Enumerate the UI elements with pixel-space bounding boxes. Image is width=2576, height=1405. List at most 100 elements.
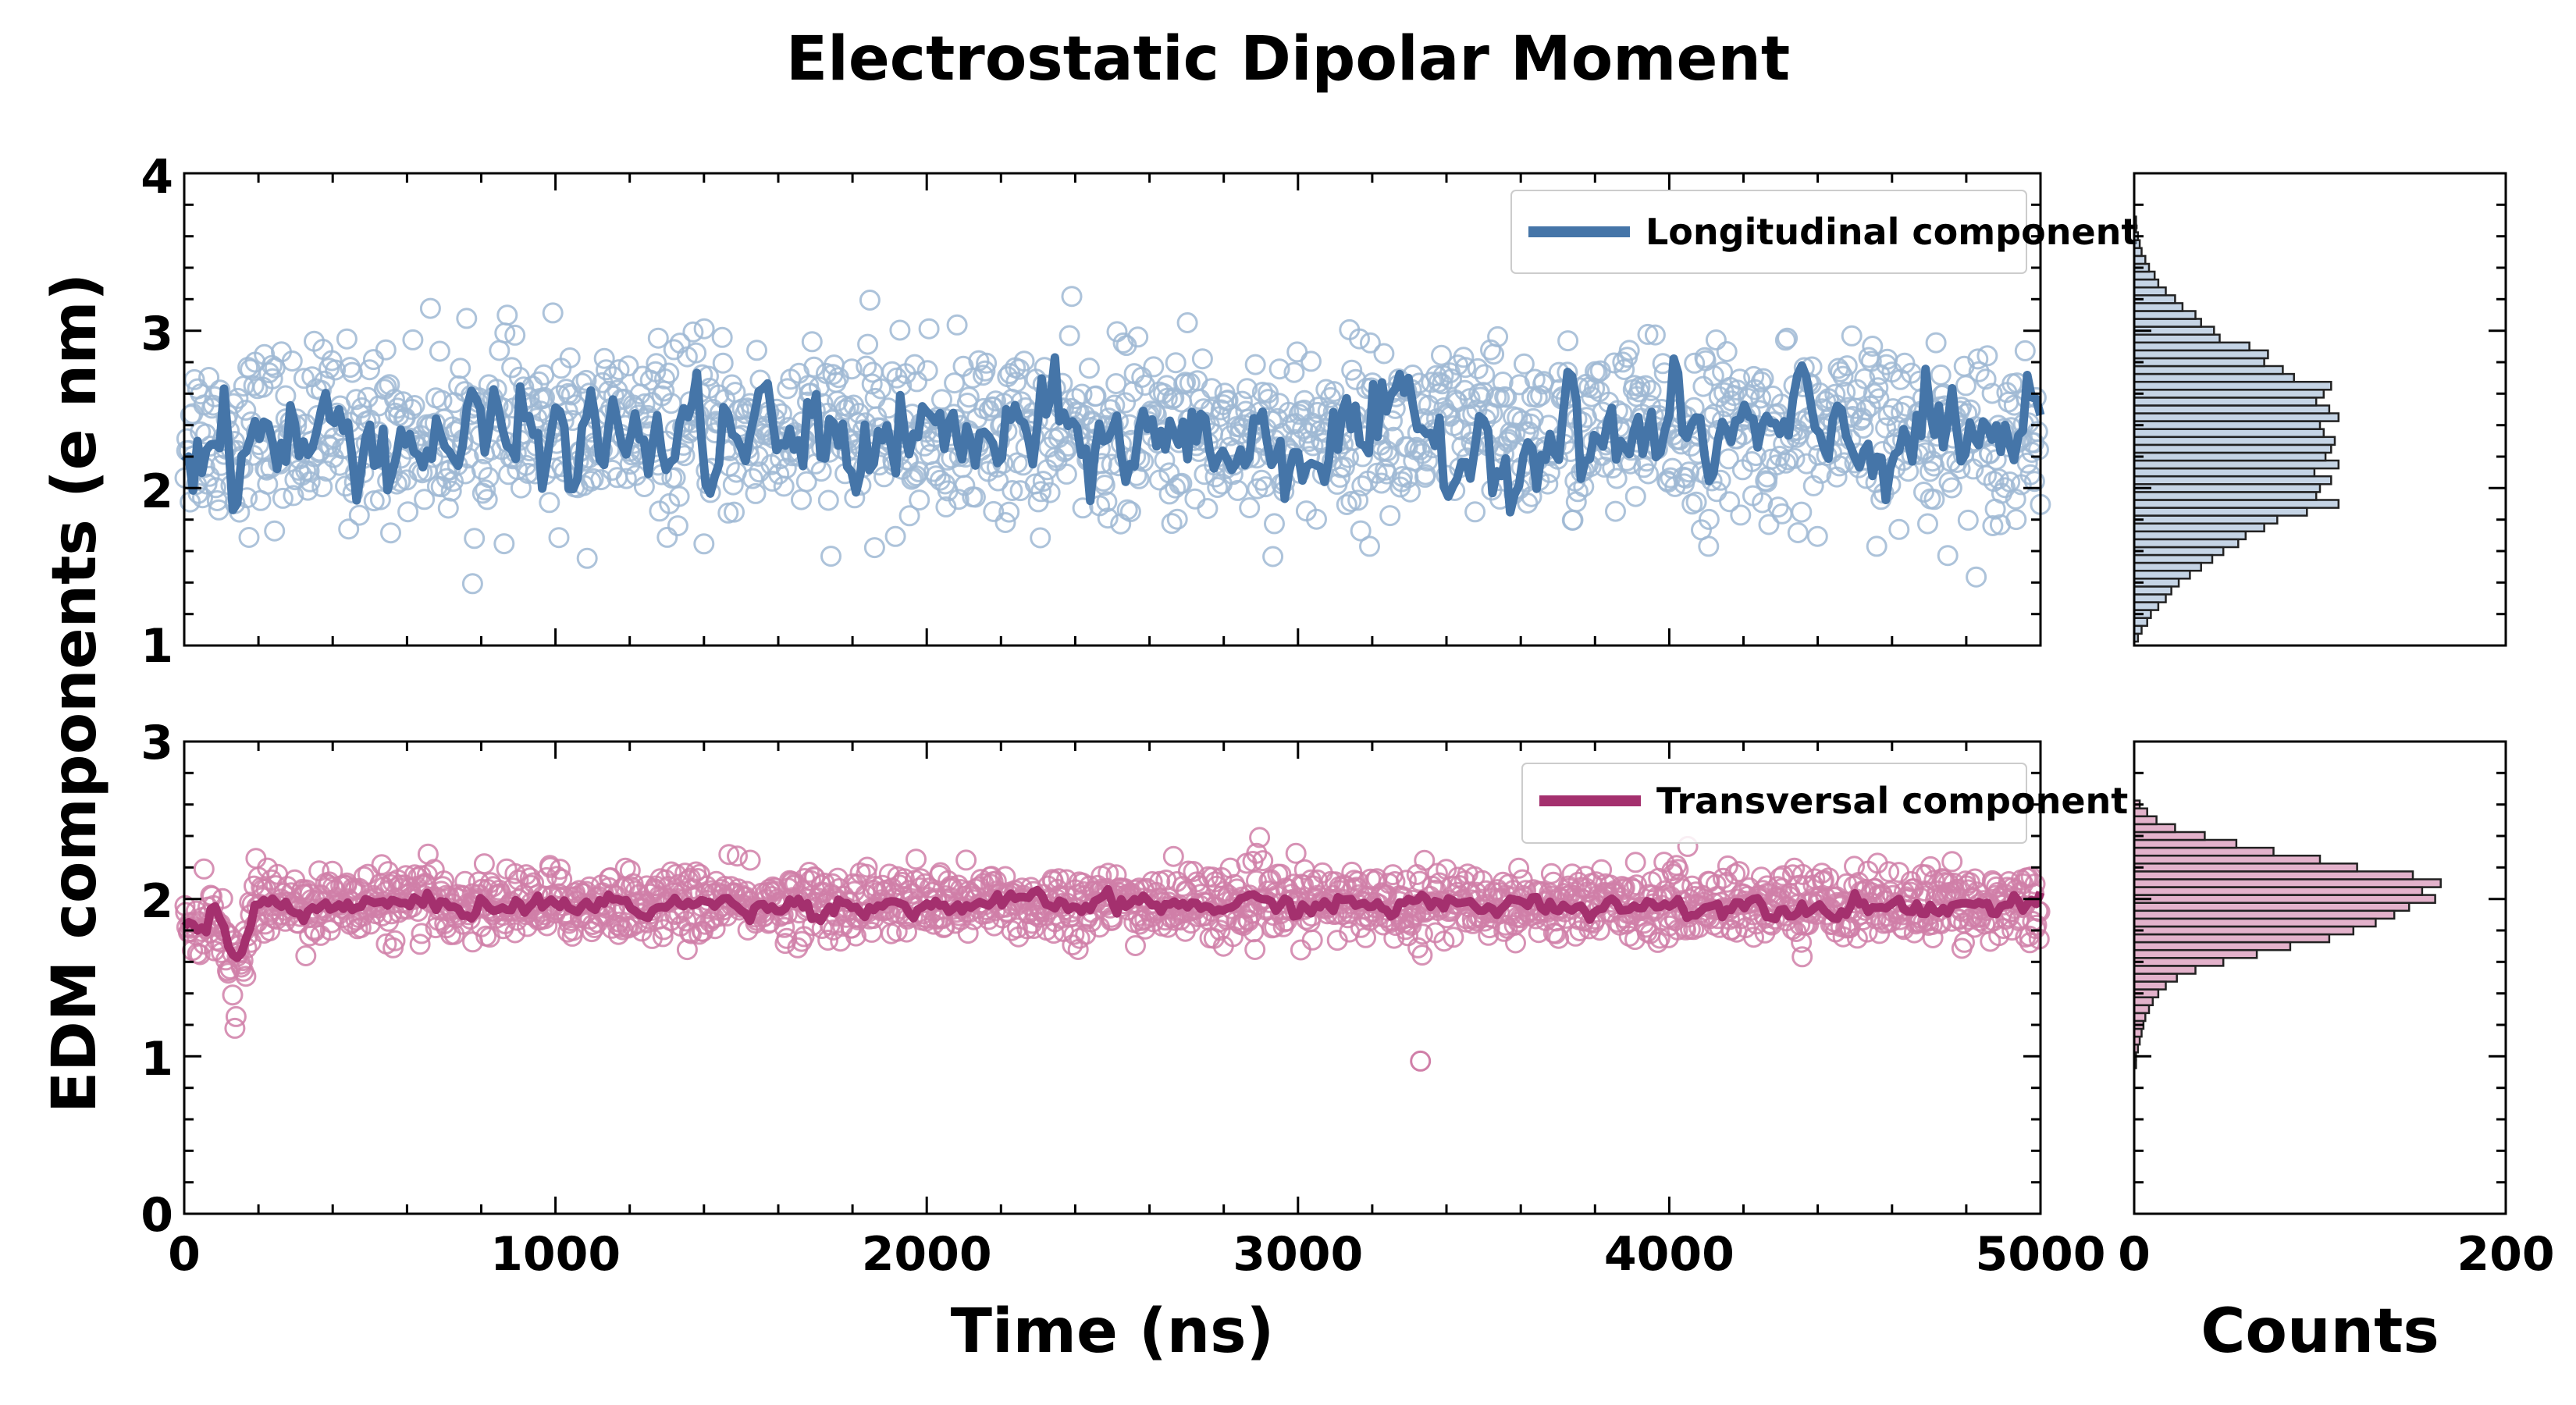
y-tick-label: 2: [141, 874, 173, 929]
scatter-point: [647, 327, 669, 349]
scatter-point: [1183, 861, 1204, 882]
scatter-point: [1633, 912, 1655, 934]
histogram-bar: [2133, 475, 2332, 486]
scatter-point: [225, 1005, 247, 1027]
scatter-point: [1589, 919, 1610, 941]
scatter-point: [889, 319, 911, 341]
scatter-point: [1207, 477, 1229, 498]
scatter-point: [1191, 348, 1213, 370]
histogram-bar: [2133, 1004, 2151, 1015]
histogram-bar: [2133, 823, 2176, 834]
scatter-point: [817, 930, 839, 951]
scatter-point: [946, 314, 968, 336]
scatter-point: [192, 487, 213, 509]
longitudinal-legend-box: [1510, 190, 2027, 274]
scatter-point: [1706, 481, 1727, 503]
scatter-point: [1162, 845, 1184, 867]
scatter-point: [1976, 345, 1998, 367]
histogram-bar: [2133, 957, 2225, 967]
scatter-point: [1293, 389, 1315, 411]
scatter-point: [318, 434, 339, 456]
histogram-bar: [2133, 870, 2414, 880]
scatter-point: [1784, 447, 1806, 469]
scatter-point: [1059, 325, 1080, 347]
scatter-point: [964, 486, 986, 508]
scatter-point: [1341, 359, 1363, 381]
scatter-point: [1112, 332, 1134, 354]
scatter-point: [884, 525, 906, 547]
scatter-point: [1239, 497, 1261, 518]
scatter-point: [676, 939, 698, 961]
scatter-point: [1698, 508, 1720, 530]
histogram-bar: [2133, 948, 2258, 959]
scatter-point: [1644, 324, 1666, 346]
scatter-point: [1030, 481, 1051, 503]
tick-labels: 4 3 2 1 3 2 1 0 0 1000 2000 3000 4000 50…: [141, 150, 2554, 1282]
scatter-point: [1728, 861, 1750, 883]
scatter-point: [1323, 381, 1345, 403]
scatter-point: [548, 527, 570, 549]
scatter-point: [1752, 368, 1774, 389]
scatter-point: [496, 304, 518, 326]
scatter-point: [1467, 357, 1489, 379]
scatter-point: [685, 342, 707, 364]
scatter-point: [404, 395, 425, 416]
scatter-point: [1297, 422, 1318, 444]
scatter-point: [1806, 525, 1828, 547]
scatter-point: [1062, 934, 1083, 956]
histogram-bar: [2133, 846, 2275, 857]
scatter-point: [212, 887, 233, 909]
histogram-bar: [2133, 467, 2316, 478]
scatter-point: [315, 461, 337, 482]
scatter-point: [830, 930, 852, 952]
scatter-point: [1509, 374, 1530, 396]
transversal-moving-average: [181, 884, 2045, 962]
scatter-point: [955, 849, 977, 871]
scatter-point: [1209, 919, 1231, 941]
scatter-point: [2005, 489, 2026, 510]
moving-average-line: [181, 884, 2045, 962]
hist-x-tick-label: 200: [2457, 1227, 2554, 1282]
scatter-point: [898, 505, 920, 527]
scatter-point: [801, 331, 823, 353]
scatter-point: [1441, 368, 1462, 389]
histogram-bar: [2133, 894, 2436, 904]
scatter-point: [1030, 527, 1051, 549]
scatter-point: [1614, 877, 1635, 898]
histogram-bar: [2133, 389, 2325, 399]
scatter-point: [1078, 357, 1100, 379]
scatter-point: [1919, 461, 1941, 482]
scatter-point: [718, 844, 740, 866]
scatter-point: [1895, 395, 1917, 417]
scatter-point: [909, 489, 930, 511]
histogram-bar: [2133, 341, 2250, 352]
scatter-point: [976, 352, 998, 374]
histogram-bar: [2133, 909, 2396, 920]
y-tick-label: 3: [141, 307, 173, 361]
scatter-point: [409, 934, 431, 955]
scatter-point: [1055, 463, 1077, 485]
scatter-point: [1954, 931, 1975, 953]
scatter-point: [257, 473, 279, 495]
scatter-point: [1071, 383, 1093, 405]
scatter-point: [476, 489, 498, 510]
scatter-point: [1002, 480, 1023, 501]
scatter-point: [983, 500, 1005, 522]
scatter-point: [1176, 312, 1198, 333]
scatter-point: [1698, 535, 1720, 557]
scatter-point: [1023, 918, 1045, 939]
histogram-bar: [2133, 514, 2279, 525]
scatter-point: [1063, 923, 1085, 945]
scatter-point: [904, 354, 926, 375]
scatter-point: [1411, 923, 1433, 945]
scatter-point: [654, 368, 675, 389]
scatter-point: [1802, 475, 1824, 496]
scatter-point: [402, 329, 424, 350]
scatter-point: [1125, 935, 1146, 956]
scatter-point: [774, 916, 795, 938]
scatter-point: [1513, 353, 1535, 375]
scatter-point: [1875, 417, 1897, 439]
scatter-point: [1264, 513, 1285, 535]
scatter-point: [2023, 471, 2045, 493]
scatter-point: [2019, 925, 2041, 947]
